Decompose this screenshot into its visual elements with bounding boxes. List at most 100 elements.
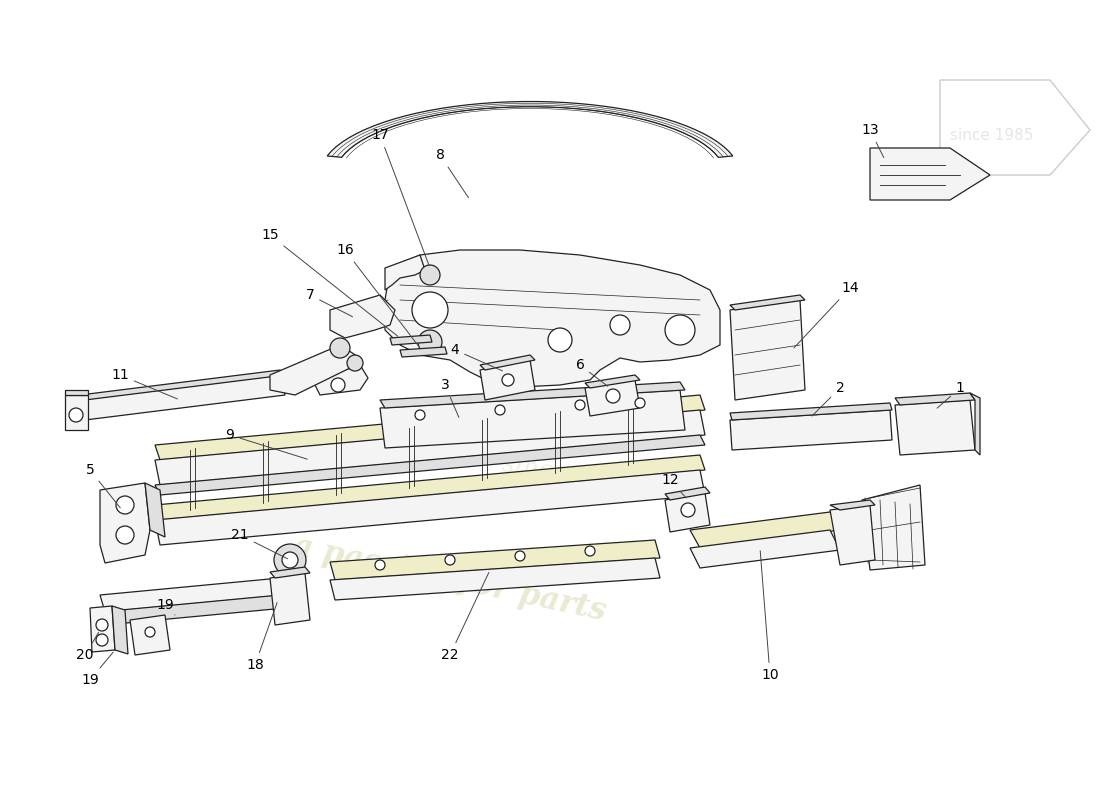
Polygon shape xyxy=(385,255,425,290)
Circle shape xyxy=(116,526,134,544)
Circle shape xyxy=(666,315,695,345)
Circle shape xyxy=(415,410,425,420)
Polygon shape xyxy=(65,395,88,430)
Polygon shape xyxy=(315,365,368,395)
Text: 2: 2 xyxy=(812,381,845,416)
Polygon shape xyxy=(80,370,285,400)
Circle shape xyxy=(495,405,505,415)
Circle shape xyxy=(145,627,155,637)
Text: 14: 14 xyxy=(794,281,859,348)
Polygon shape xyxy=(379,390,685,448)
Circle shape xyxy=(635,398,645,408)
Polygon shape xyxy=(480,355,535,370)
Polygon shape xyxy=(155,470,705,545)
Circle shape xyxy=(346,355,363,371)
Polygon shape xyxy=(65,390,88,395)
Polygon shape xyxy=(730,403,892,420)
Polygon shape xyxy=(830,500,874,510)
Text: 15: 15 xyxy=(261,228,398,336)
Polygon shape xyxy=(270,567,310,578)
Text: 13: 13 xyxy=(861,123,883,158)
Polygon shape xyxy=(100,578,285,612)
Circle shape xyxy=(575,400,585,410)
Polygon shape xyxy=(690,530,840,568)
Text: since 1985: since 1985 xyxy=(500,453,639,495)
Text: 19: 19 xyxy=(156,598,175,615)
Polygon shape xyxy=(90,606,116,652)
Text: 10: 10 xyxy=(760,550,779,682)
Circle shape xyxy=(69,408,82,422)
Text: 9: 9 xyxy=(226,428,307,459)
Text: 12: 12 xyxy=(661,473,686,498)
Polygon shape xyxy=(330,295,395,338)
Text: 11: 11 xyxy=(111,368,177,399)
Text: a passion for parts: a passion for parts xyxy=(290,530,608,627)
Polygon shape xyxy=(155,395,705,460)
Polygon shape xyxy=(666,493,710,532)
Circle shape xyxy=(96,634,108,646)
Polygon shape xyxy=(730,295,805,310)
Circle shape xyxy=(274,544,306,576)
Polygon shape xyxy=(330,540,660,580)
Polygon shape xyxy=(870,148,990,200)
Circle shape xyxy=(282,552,298,568)
Text: 6: 6 xyxy=(575,358,608,386)
Polygon shape xyxy=(270,345,360,395)
Polygon shape xyxy=(585,375,640,388)
Polygon shape xyxy=(155,410,705,485)
Circle shape xyxy=(610,315,630,335)
Text: 18: 18 xyxy=(246,602,277,672)
Circle shape xyxy=(548,328,572,352)
Circle shape xyxy=(418,330,442,354)
Polygon shape xyxy=(100,483,150,563)
Text: 19: 19 xyxy=(81,652,113,687)
Text: 16: 16 xyxy=(337,243,418,346)
Polygon shape xyxy=(390,335,432,345)
Text: 7: 7 xyxy=(306,288,352,317)
Circle shape xyxy=(331,378,345,392)
Circle shape xyxy=(515,551,525,561)
Polygon shape xyxy=(895,400,975,455)
Text: 22: 22 xyxy=(441,573,488,662)
Polygon shape xyxy=(862,485,925,570)
Text: 21: 21 xyxy=(231,528,287,558)
Circle shape xyxy=(446,555,455,565)
Circle shape xyxy=(606,389,620,403)
Polygon shape xyxy=(666,487,710,500)
Text: 8: 8 xyxy=(436,148,469,198)
Polygon shape xyxy=(100,595,285,625)
Circle shape xyxy=(681,503,695,517)
Circle shape xyxy=(420,265,440,285)
Circle shape xyxy=(412,292,448,328)
Polygon shape xyxy=(400,347,447,357)
Text: 4: 4 xyxy=(451,343,503,371)
Polygon shape xyxy=(327,102,733,158)
Text: 20: 20 xyxy=(76,632,99,662)
Circle shape xyxy=(116,496,134,514)
Polygon shape xyxy=(145,483,165,537)
Polygon shape xyxy=(385,250,720,387)
Text: 1: 1 xyxy=(937,381,965,408)
Polygon shape xyxy=(480,360,535,400)
Polygon shape xyxy=(155,435,705,495)
Text: since 1985: since 1985 xyxy=(950,128,1033,143)
Circle shape xyxy=(585,546,595,556)
Circle shape xyxy=(375,560,385,570)
Polygon shape xyxy=(80,375,285,420)
Polygon shape xyxy=(970,393,980,455)
Polygon shape xyxy=(379,382,685,408)
Polygon shape xyxy=(270,573,310,625)
Circle shape xyxy=(502,374,514,386)
Polygon shape xyxy=(155,455,705,520)
Polygon shape xyxy=(730,300,805,400)
Polygon shape xyxy=(130,615,170,655)
Text: 5: 5 xyxy=(86,463,120,508)
Polygon shape xyxy=(690,512,840,548)
Circle shape xyxy=(96,619,108,631)
Polygon shape xyxy=(585,380,640,416)
Polygon shape xyxy=(730,410,892,450)
Polygon shape xyxy=(112,606,128,654)
Polygon shape xyxy=(895,393,975,405)
Text: 3: 3 xyxy=(441,378,459,418)
Polygon shape xyxy=(830,505,874,565)
